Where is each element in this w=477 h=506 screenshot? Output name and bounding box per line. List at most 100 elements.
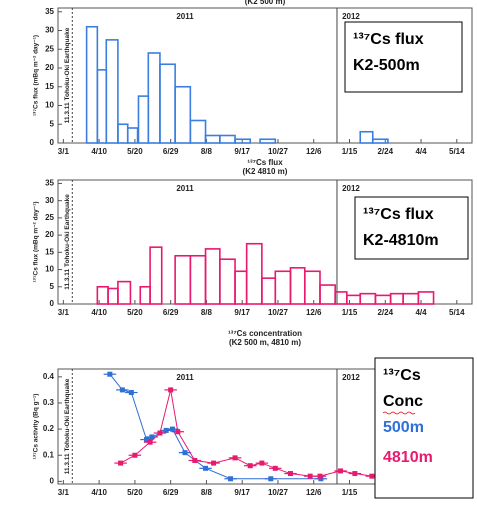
y-tick-label: 15 — [45, 82, 54, 91]
bar — [96, 69, 108, 144]
point — [163, 427, 169, 433]
point — [144, 437, 150, 443]
bar — [234, 138, 252, 144]
point — [232, 455, 238, 461]
y-tick-label: 5 — [50, 282, 55, 291]
bar — [374, 294, 392, 305]
x-tick-label: 9/17 — [234, 147, 250, 156]
chart-subtitle: (K2 500 m, 4810 m) — [229, 338, 301, 347]
y-tick-label: 15 — [45, 247, 54, 256]
year-label: 2012 — [342, 373, 360, 382]
x-tick-label: 5/14 — [449, 308, 465, 317]
x-tick-label: 6/29 — [163, 308, 179, 317]
x-tick-label: 5/20 — [127, 147, 143, 156]
bar — [319, 284, 336, 305]
annotation-text: Conc — [383, 393, 423, 410]
bar — [219, 258, 236, 305]
x-tick-label: 10/27 — [268, 488, 289, 497]
point — [192, 457, 198, 463]
x-tick-label: 3/1 — [58, 488, 70, 497]
legend-entry: 4810m — [383, 449, 433, 466]
point — [318, 476, 324, 482]
point — [247, 463, 253, 469]
y-axis-label: ¹³⁷Cs flux (mBq m⁻² day⁻¹) — [33, 35, 40, 116]
point — [119, 387, 125, 393]
y-tick-label: 0.4 — [43, 372, 55, 381]
bar — [117, 280, 132, 305]
point — [352, 471, 358, 477]
bar — [259, 138, 277, 144]
bar — [189, 119, 207, 144]
x-tick-label: 9/17 — [234, 488, 250, 497]
bar — [371, 138, 389, 144]
y-tick-label: 35 — [45, 7, 54, 16]
y-tick-label: 25 — [45, 44, 54, 53]
x-tick-label: 6/29 — [163, 147, 179, 156]
point — [147, 439, 153, 445]
year-label: 2011 — [176, 373, 194, 382]
x-tick-label: 12/6 — [306, 147, 322, 156]
x-tick-label: 10/27 — [268, 147, 289, 156]
point — [317, 473, 323, 479]
point — [211, 460, 217, 466]
point — [168, 387, 174, 393]
bar — [107, 287, 119, 305]
chart-subtitle: (K2 4810 m) — [243, 167, 288, 176]
x-tick-label: 5/20 — [127, 488, 143, 497]
point — [228, 476, 234, 482]
x-tick-label: 8/8 — [201, 308, 213, 317]
year-label: 2012 — [342, 12, 360, 21]
chart-title: (K2 500 m) — [245, 0, 286, 6]
y-axis-label: ¹³⁷Cs activity (Bq g⁻¹) — [33, 394, 40, 460]
bar — [303, 270, 321, 305]
y-tick-label: 0 — [50, 476, 55, 485]
bar — [289, 267, 306, 305]
bar — [137, 95, 150, 144]
x-tick-label: 5/20 — [127, 308, 143, 317]
annotation-text: ¹³⁷Cs — [383, 367, 421, 384]
event-label: 11.3.11 Tohoku-Oki Earthquake — [64, 194, 71, 290]
point — [203, 465, 209, 471]
point — [268, 476, 274, 482]
bar — [139, 285, 151, 305]
y-tick-label: 35 — [45, 179, 54, 188]
annotation-text: K2-500m — [353, 57, 420, 74]
bar — [389, 292, 404, 305]
x-tick-label: 4/4 — [415, 147, 427, 156]
y-tick-label: 0 — [50, 138, 55, 147]
y-tick-label: 0 — [50, 299, 55, 308]
bar — [219, 134, 236, 144]
y-tick-label: 0.1 — [43, 450, 55, 459]
chart-title: ¹³⁷Cs flux — [247, 158, 283, 167]
year-label: 2012 — [342, 184, 360, 193]
x-tick-label: 4/10 — [91, 488, 107, 497]
bar — [105, 39, 119, 144]
bar — [245, 242, 263, 305]
x-tick-label: 8/8 — [201, 147, 213, 156]
spell-underline — [382, 411, 416, 415]
event-label: 11.3.11 Tohoku-Oki Earthquake — [64, 27, 71, 123]
x-tick-label: 4/10 — [91, 308, 107, 317]
bar — [204, 248, 221, 305]
y-tick-label: 0.3 — [43, 398, 55, 407]
point — [118, 460, 124, 466]
x-tick-label: 8/8 — [201, 488, 213, 497]
x-tick-label: 2/24 — [377, 308, 393, 317]
y-tick-label: 30 — [45, 26, 54, 35]
bar — [204, 134, 221, 144]
x-tick-label: 1/15 — [342, 147, 358, 156]
bar — [85, 25, 99, 144]
point — [132, 452, 138, 458]
y-tick-label: 25 — [45, 213, 54, 222]
bar — [402, 292, 420, 305]
bar — [174, 85, 192, 144]
x-tick-label: 10/27 — [268, 308, 289, 317]
bar — [261, 277, 277, 305]
y-tick-label: 10 — [45, 101, 54, 110]
bar — [159, 63, 176, 144]
bar — [189, 254, 207, 305]
y-tick-label: 10 — [45, 265, 54, 274]
bar — [234, 270, 248, 305]
bar — [274, 270, 292, 305]
